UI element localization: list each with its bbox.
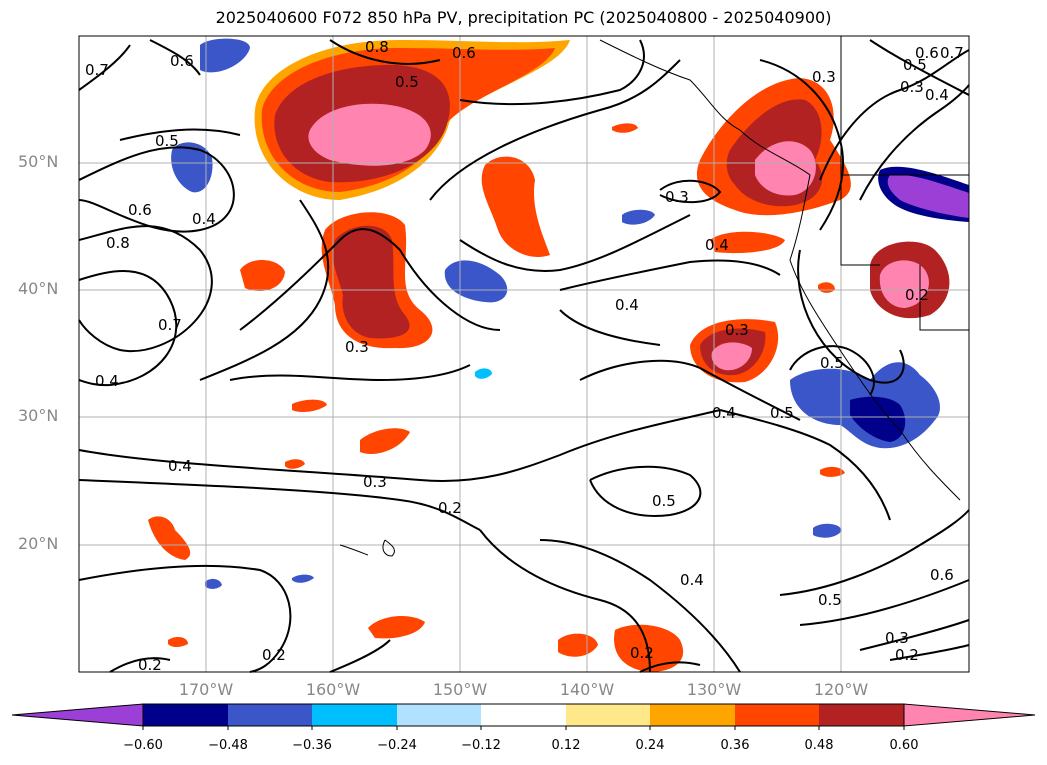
colorbar-cell	[143, 704, 228, 726]
contour-label: 0.5	[155, 132, 179, 150]
colorbar-cell	[397, 704, 481, 726]
lon-label: 120°W	[813, 680, 869, 699]
colorbar-cell	[819, 704, 904, 726]
contour-label: 0.4	[705, 236, 729, 254]
contour-label: 0.3	[363, 473, 387, 491]
contour-label: 0.7	[158, 316, 182, 334]
contour-label: 0.3	[725, 321, 749, 339]
contour-label: 0.4	[95, 372, 119, 390]
lon-label: 160°W	[305, 680, 361, 699]
colorbar-frame	[142, 703, 905, 727]
contour-label: 0.5	[820, 354, 844, 372]
contour-label: 0.6	[930, 566, 954, 584]
contour-label: 0.5	[903, 56, 927, 74]
contour-label: 0.8	[365, 38, 389, 56]
colorbar-tick-label: 0.24	[635, 738, 665, 753]
contour-label: 0.3	[900, 78, 924, 96]
contour-label: 0.2	[905, 286, 929, 304]
colorbar-extend-low	[11, 703, 144, 727]
colorbar-tick-label: 0.12	[551, 738, 581, 753]
colorbar-tick-label: −0.48	[208, 738, 248, 753]
contour-label: 0.5	[818, 591, 842, 609]
plot-border	[78, 35, 970, 673]
lon-label: 140°W	[559, 680, 615, 699]
contour-label: 0.2	[895, 646, 919, 664]
map-title: 2025040600 F072 850 hPa PV, precipitatio…	[215, 8, 832, 27]
precip-negative-regions	[171, 38, 969, 589]
contour-label: 0.6	[452, 44, 476, 62]
coastlines	[339, 36, 969, 557]
contour-label: 0.7	[940, 44, 964, 62]
colorbar-tick-label: −0.60	[123, 738, 163, 753]
lon-label: 150°W	[432, 680, 488, 699]
contour-label: 0.5	[770, 404, 794, 422]
contour-label: 0.4	[192, 210, 216, 228]
contour-label: 0.4	[712, 404, 736, 422]
colorbar-tick-label: −0.36	[292, 738, 332, 753]
contour-label: 0.2	[630, 644, 654, 662]
contour-label: 0.6	[170, 52, 194, 70]
colorbar-tick-label: −0.24	[377, 738, 417, 753]
lat-label: 30°N	[18, 406, 59, 425]
colorbar-cell	[312, 704, 397, 726]
contour-label: 0.7	[85, 61, 109, 79]
contour-label: 0.4	[925, 86, 949, 104]
contour-label: 0.4	[615, 296, 639, 314]
colorbar-tick-label: 0.48	[804, 738, 834, 753]
colorbar-cell	[228, 704, 312, 726]
colorbar-cell	[650, 704, 735, 726]
contour-label: 0.8	[106, 234, 130, 252]
contour-label: 0.5	[395, 73, 419, 91]
contour-label: 0.3	[665, 188, 689, 206]
contour-label: 0.6	[915, 44, 939, 62]
colorbar-tick-label: 0.60	[889, 738, 919, 753]
contour-label: 0.2	[262, 646, 286, 664]
lon-label: 130°W	[686, 680, 742, 699]
colorbar-cell	[481, 704, 566, 726]
lat-label: 40°N	[18, 279, 59, 298]
colorbar-tick-label: −0.12	[461, 738, 501, 753]
contour-label: 0.6	[128, 201, 152, 219]
contour-label: 0.4	[168, 457, 192, 475]
contour-label: 0.2	[138, 656, 162, 674]
contour-label: 0.2	[438, 499, 462, 517]
colorbar	[11, 703, 1036, 730]
contour-label: 0.5	[652, 492, 676, 510]
lat-label: 20°N	[18, 534, 59, 553]
contour-label: 0.3	[885, 629, 909, 647]
colorbar-cell	[735, 704, 819, 726]
contour-label: 0.3	[345, 338, 369, 356]
contour-labels: 0.7 0.6 0.8 0.6 0.5 0.5 0.6 0.4 0.8 0.7 …	[85, 38, 964, 674]
colorbar-cell	[566, 704, 650, 726]
colorbar-extend-high	[903, 703, 1036, 727]
contour-label: 0.4	[680, 571, 704, 589]
contour-label: 0.3	[812, 68, 836, 86]
lat-label: 50°N	[18, 152, 59, 171]
colorbar-tick-label: 0.36	[720, 738, 750, 753]
lon-label: 170°W	[178, 680, 234, 699]
